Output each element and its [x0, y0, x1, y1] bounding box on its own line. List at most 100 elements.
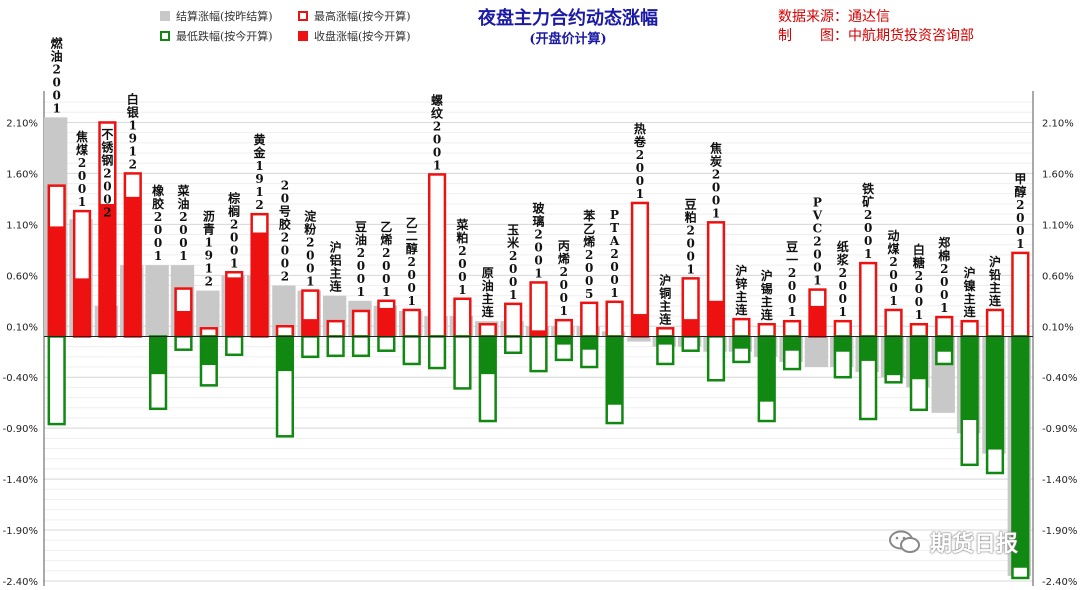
y-tick-label-left: -2.40% [3, 577, 38, 588]
category-label: 铁矿 2 0 0 1 [862, 181, 874, 261]
high-bar [757, 322, 776, 338]
legend-item-settle: 结算涨幅(按昨结算) [160, 8, 298, 24]
source-info: 数据来源：通达信 制 图：中航期货投资咨询部 [778, 8, 974, 46]
high-bar [833, 319, 852, 338]
y-tick-label-right: -0.90% [1042, 424, 1077, 435]
close-bar [682, 319, 699, 337]
category-label: 豆一 2 0 0 1 [786, 240, 798, 319]
category-label: 沪锡主连 [761, 268, 774, 322]
category-label: 白银 1 9 1 2 [127, 91, 140, 171]
close-bar [657, 336, 674, 345]
close-bar [200, 336, 217, 365]
high-bar [732, 317, 751, 338]
watermark: 期货日报 [888, 526, 1018, 558]
chart-subtitle: (开盘价计算) [529, 32, 607, 47]
category-label: 乙烯 2 0 0 1 [380, 220, 392, 299]
low-bar [706, 335, 726, 382]
category-label: 橡胶 2 0 0 1 [152, 183, 165, 263]
low-bar [453, 335, 472, 390]
y-tick-label-left: -1.90% [3, 526, 38, 537]
category-label: 不锈钢 2 0 0 2 [101, 127, 114, 219]
y-tick-label-left: -1.40% [3, 475, 38, 486]
y-tick-label-right: -2.40% [1042, 577, 1077, 588]
category-label: 沪铅主连 [988, 254, 1002, 308]
high-bar [554, 318, 573, 338]
y-tick-label-left: 1.60% [6, 169, 38, 180]
category-label: 白糖 2 0 0 1 [913, 242, 925, 322]
close-bar [581, 336, 598, 350]
category-label: 纸浆 2 0 0 1 [836, 239, 850, 319]
y-tick-label-right: -1.40% [1042, 475, 1077, 486]
category-label: 沪镍主连 [964, 265, 977, 319]
category-label: 动煤 2 0 0 1 [888, 229, 900, 308]
close-bar [378, 307, 395, 337]
close-bar [885, 336, 902, 376]
high-bar [478, 322, 497, 338]
high-bar [504, 302, 523, 338]
close-bar [708, 300, 724, 337]
y-tick-label-left: -0.40% [3, 373, 38, 384]
high-bar [605, 300, 624, 338]
close-bar [175, 310, 192, 337]
high-bar [909, 322, 928, 338]
high-bar [859, 261, 878, 338]
category-label: 沪铜主连 [659, 272, 672, 326]
close-bar [251, 232, 268, 337]
high-bar [782, 319, 802, 338]
close-bar [555, 336, 572, 345]
y-tick-label-right: 1.10% [1042, 220, 1074, 231]
legend-swatch-close [298, 31, 308, 41]
settle-bar [804, 336, 829, 368]
category-label: 玉米 2 0 0 1 [507, 223, 520, 302]
low-bar [47, 335, 66, 426]
close-bar [733, 336, 750, 349]
close-bar [987, 336, 1003, 450]
low-bar [326, 335, 345, 358]
low-bar [427, 335, 447, 370]
legend-swatch-high [298, 11, 308, 21]
legend-item-close: 收盘涨幅(按今开算) [298, 28, 436, 44]
close-bar [302, 319, 319, 337]
legend-item-low: 最低跌幅(按今开算) [160, 28, 298, 44]
close-bar [632, 314, 648, 337]
y-tick-label-right: 1.60% [1042, 169, 1074, 180]
source-line-author: 制 图：中航期货投资咨询部 [778, 28, 974, 44]
category-label: 菜油 2 0 0 1 [176, 183, 189, 263]
category-label: 沥青 1 9 1 2 [203, 210, 215, 289]
legend-swatch-low [160, 31, 170, 41]
category-label: 菜粕 2 0 0 1 [455, 217, 468, 297]
low-bar [529, 335, 548, 373]
close-bar [150, 336, 166, 375]
low-bar [377, 335, 396, 352]
close-bar [74, 278, 90, 337]
y-tick-label-right: -1.90% [1042, 526, 1077, 537]
close-bar [99, 203, 116, 337]
legend-label-settle: 结算涨幅(按昨结算) [176, 10, 273, 23]
high-bar [960, 319, 979, 338]
high-bar [985, 308, 1005, 338]
category-label: 螺纹 2 0 0 1 [431, 92, 444, 172]
watermark-text: 期货日报 [930, 532, 1019, 557]
high-bar [1011, 251, 1030, 338]
legend-label-close: 收盘涨幅(按今开算) [314, 30, 411, 43]
y-tick-label-right: -0.40% [1042, 373, 1077, 384]
close-bar [48, 226, 65, 337]
y-tick-label-right: 0.60% [1042, 271, 1074, 282]
high-bar [275, 325, 295, 338]
legend-item-high: 最高涨幅(按今开算) [298, 8, 436, 24]
category-label: 豆油 2 0 0 1 [355, 220, 367, 299]
category-label: 甲醇 2 0 0 1 [1014, 172, 1026, 251]
high-bar [580, 301, 599, 338]
category-label: 焦炭 2 0 0 1 [709, 140, 722, 220]
category-label: 沪铝主连 [330, 240, 343, 294]
chart-title: 夜盘主力合约动态涨幅 [478, 8, 658, 29]
low-bar [225, 335, 244, 357]
close-bar [1012, 336, 1029, 568]
category-label: 苯乙烯 2 0 0 5 [582, 208, 596, 301]
close-bar [226, 277, 243, 337]
close-bar [961, 336, 978, 421]
category-label: 郑棉 2 0 0 1 [938, 235, 950, 315]
category-label: 玻璃 2 0 0 1 [532, 200, 545, 280]
